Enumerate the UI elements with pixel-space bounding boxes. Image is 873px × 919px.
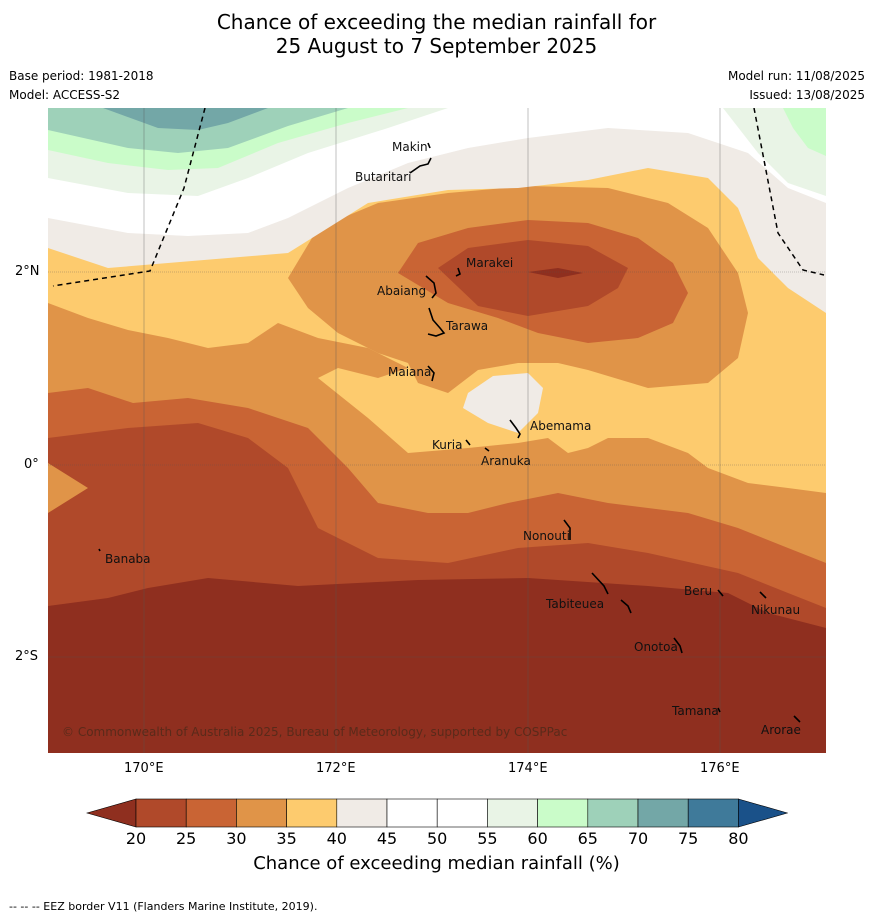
colorbar-tick-label: 25 <box>176 829 197 848</box>
colorbar-segment <box>537 798 589 828</box>
colorbar-tick-label: 50 <box>427 829 448 848</box>
copyright-notice: © Commonwealth of Australia 2025, Bureau… <box>62 725 567 739</box>
map-title: Chance of exceeding the median rainfall … <box>0 10 873 58</box>
place-label: Maiana <box>388 365 431 379</box>
title-line-1: Chance of exceeding the median rainfall … <box>216 10 657 34</box>
place-label: Butaritari <box>355 170 412 184</box>
colorbar-tick-label: 35 <box>276 829 297 848</box>
place-label: Marakei <box>466 256 513 270</box>
colorbar-segment <box>336 798 388 828</box>
issued-date: Issued: 13/08/2025 <box>749 88 865 102</box>
place-label: Tarawa <box>445 319 488 333</box>
colorbar-segment <box>286 798 338 828</box>
colorbar-tick-label: 40 <box>326 829 347 848</box>
place-label: Tamana <box>671 704 719 718</box>
place-label: Onotoa <box>634 640 678 654</box>
colorbar-segment <box>185 798 237 828</box>
colorbar-svg <box>85 798 789 828</box>
region-60-65-east <box>783 108 826 156</box>
map-canvas: Makin Butaritari Marakei Abaiang Tarawa … <box>48 108 826 753</box>
colorbar-segment <box>587 798 639 828</box>
place-label: Abemama <box>530 419 591 433</box>
colorbar-segment <box>687 798 739 828</box>
colorbar-tick-label: 65 <box>577 829 598 848</box>
region-65-70 <box>48 108 348 153</box>
colorbar-under-arrow <box>85 798 137 828</box>
lat-label: 0° <box>24 457 39 472</box>
place-label: Beru <box>684 584 712 598</box>
lon-label: 174°E <box>508 761 548 776</box>
colorbar-segment <box>135 798 187 828</box>
colorbar-tick-label: 20 <box>125 829 147 848</box>
island-outlines <box>98 142 801 723</box>
eez-border-west <box>52 108 206 287</box>
model-run: Model run: 11/08/2025 <box>727 69 865 83</box>
region-20-25-core <box>438 240 628 316</box>
colorbar-tick-label: 30 <box>226 829 247 848</box>
forecast-map: Makin Butaritari Marakei Abaiang Tarawa … <box>48 108 826 753</box>
title-line-2: 25 August to 7 September 2025 <box>275 34 598 58</box>
place-label: Kuria <box>432 438 463 452</box>
colorbar-label: Chance of exceeding median rainfall (%) <box>253 853 620 874</box>
colorbar-tick-label: 70 <box>627 829 649 848</box>
lon-label: 172°E <box>316 761 356 776</box>
place-label: Banaba <box>105 552 151 566</box>
colorbar-over-arrow <box>738 798 789 828</box>
colorbar <box>85 798 789 832</box>
place-label: Nikunau <box>751 603 800 617</box>
colorbar-segment <box>436 798 488 828</box>
place-label: Abaiang <box>377 284 426 298</box>
place-label: Aranuka <box>481 454 531 468</box>
eez-footnote: -- -- -- EEZ border V11 (Flanders Marine… <box>9 900 318 913</box>
lon-label: 170°E <box>124 761 164 776</box>
lon-label: 176°E <box>700 761 740 776</box>
colorbar-tick-label: 55 <box>477 829 498 848</box>
colorbar-segment <box>487 798 538 828</box>
lat-label: 2°S <box>15 649 39 664</box>
region-40-45-patch <box>463 373 543 433</box>
lat-label: 2°N <box>15 264 40 279</box>
eez-border-east <box>753 108 825 276</box>
colorbar-segment <box>637 798 689 828</box>
colorbar-segment <box>236 798 287 828</box>
colorbar-tick-label: 45 <box>376 829 398 848</box>
colorbar-segment <box>386 798 438 828</box>
model-name: Model: ACCESS-S2 <box>9 88 121 102</box>
region-below-20-core <box>528 268 583 278</box>
colorbar-tick-label: 60 <box>527 829 548 848</box>
place-label: Arorae <box>761 723 801 737</box>
place-label: Nonouti <box>523 529 570 543</box>
place-label: Tabiteuea <box>545 597 604 611</box>
place-label: Makin <box>392 140 428 154</box>
colorbar-tick-label: 80 <box>728 829 749 848</box>
colorbar-tick-label: 75 <box>678 829 699 848</box>
graticule <box>48 108 826 753</box>
base-period: Base period: 1981-2018 <box>9 69 154 83</box>
